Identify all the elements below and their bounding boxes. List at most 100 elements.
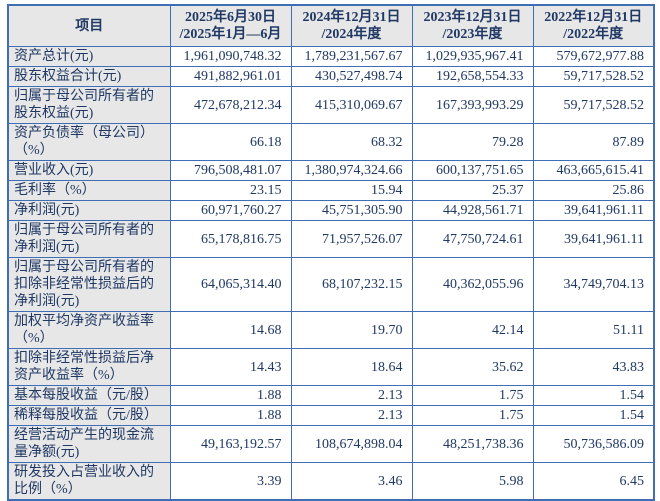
value-cell-2023: 5.98 xyxy=(411,462,534,501)
column-header-2025-date: 2025年6月30日 xyxy=(185,10,276,25)
table-header: 项目 2025年6月30日 /2025年1月—6月 2024年12月31日 /2… xyxy=(7,4,655,47)
row-label-cell: 资产负债率（母公司）（%） xyxy=(7,123,171,161)
value-cell-2022: 43.83 xyxy=(532,348,655,386)
column-header-2022-date: 2022年12月31日 xyxy=(544,10,643,25)
row-label-cell: 营业收入(元) xyxy=(7,160,171,181)
table-row: 研发投入占营业收入的比例（%） 3.39 3.46 5.98 6.45 xyxy=(7,462,655,501)
value-cell-2023: 44,928,561.71 xyxy=(411,200,534,221)
value-cell-2025: 491,882,961.01 xyxy=(169,66,292,87)
value-cell-2022: 39,641,961.11 xyxy=(532,220,655,258)
value-cell-2022: 39,641,961.11 xyxy=(532,200,655,221)
row-label-cell: 毛利率（%） xyxy=(7,180,171,201)
value-cell-2025: 49,163,192.57 xyxy=(169,425,292,463)
column-header-2025: 2025年6月30日 /2025年1月—6月 xyxy=(169,4,292,47)
row-label-cell: 净利润(元) xyxy=(7,200,171,221)
table-row: 加权平均净资产收益率（%） 14.68 19.70 42.14 51.11 xyxy=(7,311,655,349)
value-cell-2024: 68.32 xyxy=(290,123,413,161)
value-cell-2025: 66.18 xyxy=(169,123,292,161)
value-cell-2025: 14.43 xyxy=(169,348,292,386)
row-label-cell: 研发投入占营业收入的比例（%） xyxy=(7,462,171,501)
value-cell-2023: 167,393,993.29 xyxy=(411,86,534,124)
value-cell-2023: 40,362,055.96 xyxy=(411,257,534,312)
value-cell-2023: 25.37 xyxy=(411,180,534,201)
value-cell-2023: 1.75 xyxy=(411,405,534,426)
value-cell-2025: 3.39 xyxy=(169,462,292,501)
table-row: 资产负债率（母公司）（%） 66.18 68.32 79.28 87.89 xyxy=(7,123,655,161)
value-cell-2024: 415,310,069.67 xyxy=(290,86,413,124)
value-cell-2024: 71,957,526.07 xyxy=(290,220,413,258)
row-label-cell: 归属于母公司所有者的扣除非经常性损益后的净利润(元) xyxy=(7,257,171,312)
row-label-cell: 基本每股收益（元/股） xyxy=(7,385,171,406)
value-cell-2025: 64,065,314.40 xyxy=(169,257,292,312)
table-row: 基本每股收益（元/股） 1.88 2.13 1.75 1.54 xyxy=(7,385,655,406)
table-row: 净利润(元) 60,971,760.27 45,751,305.90 44,92… xyxy=(7,200,655,221)
value-cell-2025: 60,971,760.27 xyxy=(169,200,292,221)
column-header-2023: 2023年12月31日 /2023年度 xyxy=(411,4,534,47)
value-cell-2024: 19.70 xyxy=(290,311,413,349)
column-header-2024-period: /2024年度 xyxy=(321,27,382,42)
table-row: 营业收入(元) 796,508,481.07 1,380,974,324.66 … xyxy=(7,160,655,181)
value-cell-2022: 59,717,528.52 xyxy=(532,86,655,124)
table-row: 股东权益合计(元) 491,882,961.01 430,527,498.74 … xyxy=(7,66,655,87)
table-row: 归属于母公司所有者的股东权益(元) 472,678,212.34 415,310… xyxy=(7,86,655,124)
row-label-cell: 归属于母公司所有者的股东权益(元) xyxy=(7,86,171,124)
table-row: 扣除非经常性损益后净资产收益率（%） 14.43 18.64 35.62 43.… xyxy=(7,348,655,386)
value-cell-2024: 1,789,231,567.67 xyxy=(290,46,413,67)
value-cell-2023: 35.62 xyxy=(411,348,534,386)
value-cell-2022: 87.89 xyxy=(532,123,655,161)
value-cell-2024: 2.13 xyxy=(290,385,413,406)
row-label-cell: 股东权益合计(元) xyxy=(7,66,171,87)
table-row: 稀释每股收益（元/股） 1.88 2.13 1.75 1.54 xyxy=(7,405,655,426)
row-label-cell: 经营活动产生的现金流量净额(元) xyxy=(7,425,171,463)
value-cell-2023: 192,658,554.33 xyxy=(411,66,534,87)
value-cell-2022: 34,749,704.13 xyxy=(532,257,655,312)
row-label-cell: 资产总计(元) xyxy=(7,46,171,67)
value-cell-2024: 108,674,898.04 xyxy=(290,425,413,463)
value-cell-2025: 796,508,481.07 xyxy=(169,160,292,181)
row-label-cell: 加权平均净资产收益率（%） xyxy=(7,311,171,349)
value-cell-2023: 600,137,751.65 xyxy=(411,160,534,181)
value-cell-2024: 430,527,498.74 xyxy=(290,66,413,87)
value-cell-2025: 1.88 xyxy=(169,385,292,406)
column-header-2022-period: /2022年度 xyxy=(563,27,624,42)
table-row: 归属于母公司所有者的净利润(元) 65,178,816.75 71,957,52… xyxy=(7,220,655,258)
value-cell-2022: 6.45 xyxy=(532,462,655,501)
table-body: 资产总计(元) 1,961,090,748.32 1,789,231,567.6… xyxy=(7,46,655,501)
column-header-2024-date: 2024年12月31日 xyxy=(302,10,401,25)
column-header-2024: 2024年12月31日 /2024年度 xyxy=(290,4,413,47)
value-cell-2023: 42.14 xyxy=(411,311,534,349)
table-row: 毛利率（%） 23.15 15.94 25.37 25.86 xyxy=(7,180,655,201)
value-cell-2025: 1,961,090,748.32 xyxy=(169,46,292,67)
value-cell-2024: 2.13 xyxy=(290,405,413,426)
value-cell-2024: 15.94 xyxy=(290,180,413,201)
value-cell-2023: 48,251,738.36 xyxy=(411,425,534,463)
value-cell-2023: 79.28 xyxy=(411,123,534,161)
value-cell-2022: 463,665,615.41 xyxy=(532,160,655,181)
value-cell-2023: 47,750,724.61 xyxy=(411,220,534,258)
column-header-2023-date: 2023年12月31日 xyxy=(423,10,522,25)
financial-summary-table: 项目 2025年6月30日 /2025年1月—6月 2024年12月31日 /2… xyxy=(7,4,655,501)
value-cell-2024: 1,380,974,324.66 xyxy=(290,160,413,181)
value-cell-2022: 51.11 xyxy=(532,311,655,349)
value-cell-2022: 579,672,977.88 xyxy=(532,46,655,67)
value-cell-2023: 1,029,935,967.41 xyxy=(411,46,534,67)
value-cell-2023: 1.75 xyxy=(411,385,534,406)
value-cell-2022: 25.86 xyxy=(532,180,655,201)
value-cell-2024: 3.46 xyxy=(290,462,413,501)
table-row: 经营活动产生的现金流量净额(元) 49,163,192.57 108,674,8… xyxy=(7,425,655,463)
value-cell-2025: 14.68 xyxy=(169,311,292,349)
value-cell-2022: 1.54 xyxy=(532,385,655,406)
value-cell-2025: 1.88 xyxy=(169,405,292,426)
row-label-cell: 扣除非经常性损益后净资产收益率（%） xyxy=(7,348,171,386)
value-cell-2025: 472,678,212.34 xyxy=(169,86,292,124)
table-row: 资产总计(元) 1,961,090,748.32 1,789,231,567.6… xyxy=(7,46,655,67)
column-header-2023-period: /2023年度 xyxy=(442,27,503,42)
value-cell-2024: 18.64 xyxy=(290,348,413,386)
column-header-2022: 2022年12月31日 /2022年度 xyxy=(532,4,655,47)
header-row: 项目 2025年6月30日 /2025年1月—6月 2024年12月31日 /2… xyxy=(7,4,655,47)
row-label-cell: 稀释每股收益（元/股） xyxy=(7,405,171,426)
row-label-cell: 归属于母公司所有者的净利润(元) xyxy=(7,220,171,258)
value-cell-2022: 50,736,586.09 xyxy=(532,425,655,463)
value-cell-2024: 68,107,232.15 xyxy=(290,257,413,312)
